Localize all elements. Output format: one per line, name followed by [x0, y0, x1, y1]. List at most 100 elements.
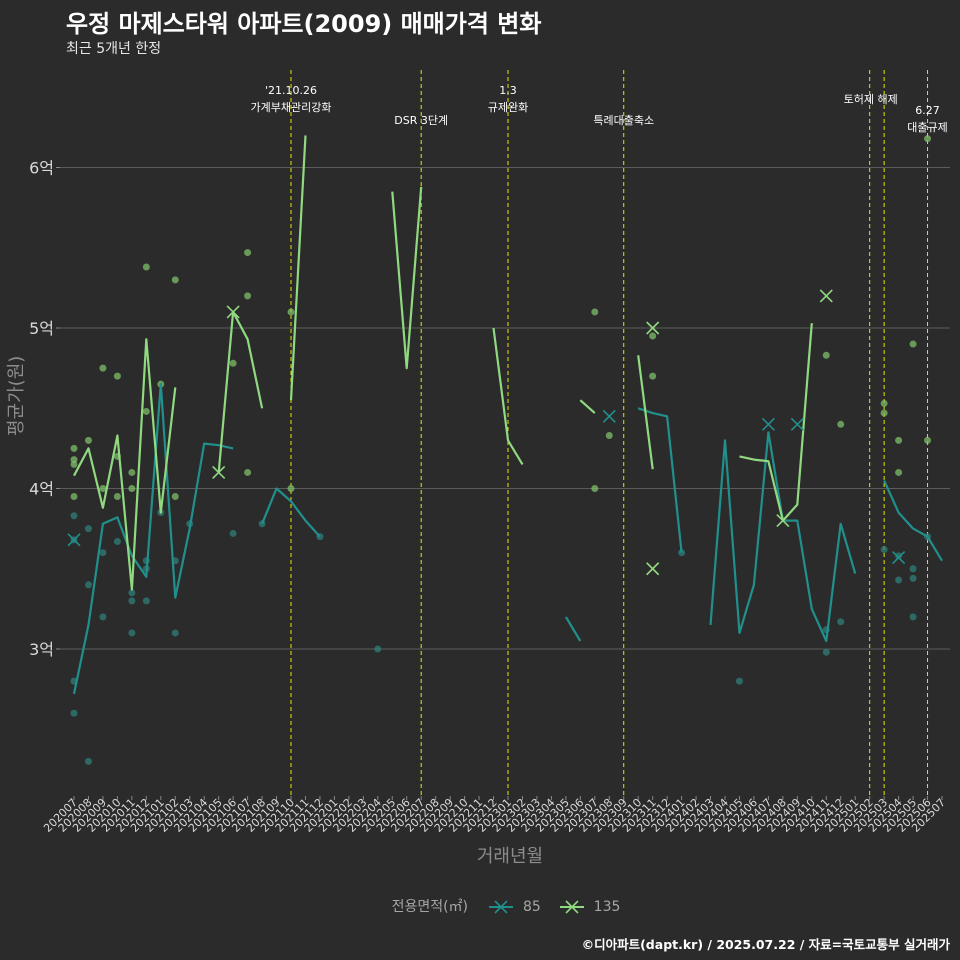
cross-marker: [790, 417, 804, 431]
cross-stroke: [67, 533, 81, 547]
legend-label-135: 135: [593, 899, 621, 915]
series-line-85: [709, 431, 857, 643]
event-lines: [290, 70, 929, 796]
data-point: [113, 493, 121, 501]
data-point: [128, 468, 136, 476]
y-axis-label: 평균가(원): [6, 355, 27, 436]
data-point: [142, 407, 150, 415]
data-point: [244, 468, 252, 476]
data-point: [895, 552, 903, 560]
chart-title: 우정 마제스타워 아파트(2009) 매매가격 변화: [66, 10, 542, 38]
cross-stroke: [602, 409, 616, 423]
data-point: [84, 436, 92, 444]
cross-marker: [646, 321, 660, 335]
data-point: [171, 629, 179, 637]
data-point: [822, 351, 830, 359]
series-line-85: [564, 616, 582, 642]
event-label: DSR 3단계: [394, 114, 448, 127]
data-point: [142, 597, 150, 605]
event-label: 토허제 해제: [844, 92, 898, 106]
y-tick-label: 4억: [29, 480, 54, 499]
cross-stroke: [819, 289, 833, 303]
cross-marker: [226, 305, 240, 319]
data-point: [113, 372, 121, 380]
chart-subtitle: 최근 5개년 한정: [66, 41, 162, 57]
y-tick-label: 6억: [29, 159, 54, 178]
data-point: [287, 308, 295, 316]
data-point: [880, 399, 888, 407]
event-label: 규제완화: [488, 101, 528, 114]
data-point: [128, 485, 136, 492]
cross-stroke: [646, 321, 660, 335]
x-axis-ticks: 2020072020082020092020102020112020122021…: [41, 796, 948, 835]
data-point: [99, 485, 107, 492]
data-point: [909, 574, 917, 582]
data-point: [70, 709, 78, 717]
data-point: [880, 545, 888, 553]
data-point: [924, 436, 932, 444]
data-point: [128, 597, 136, 605]
legend-item-85: 85: [488, 899, 548, 915]
cross-marker: [776, 514, 790, 528]
event-label: '21.10.26: [265, 84, 317, 97]
event-label: 가계부채관리강화: [251, 101, 332, 114]
cross-stroke: [212, 465, 226, 480]
cross-stroke: [226, 305, 240, 319]
series-line-135: [289, 135, 307, 401]
data-point: [837, 420, 845, 428]
cross-marker: [67, 533, 81, 547]
data-point: [70, 444, 78, 452]
event-label: 6.27: [915, 104, 940, 117]
y-tick-label: 5억: [29, 319, 54, 338]
legend-key-85: [489, 900, 514, 914]
legend-key-135: [560, 900, 585, 914]
cross-markers: [67, 289, 906, 576]
source-caption: ©디아파트(dapt.kr) / 2025.07.22 / 자료=국토교통부 실…: [581, 937, 950, 952]
y-tick-label: 3억: [29, 640, 54, 659]
cross-marker: [761, 417, 775, 431]
data-point: [837, 618, 845, 626]
data-point: [591, 308, 599, 316]
grid-lines: [60, 167, 950, 650]
data-point: [84, 757, 92, 765]
data-point: [895, 468, 903, 476]
data-point: [142, 263, 150, 271]
data-point: [128, 589, 136, 597]
series-line-135: [492, 327, 524, 465]
data-point: [880, 409, 888, 417]
cross-stroke: [776, 514, 790, 528]
cross-stroke: [892, 550, 906, 565]
x-axis-label: 거래년월: [476, 846, 544, 867]
data-point: [70, 456, 78, 464]
event-label: 1.3: [499, 84, 517, 97]
data-point: [649, 372, 657, 380]
data-point: [244, 292, 252, 300]
series-lines: [72, 135, 943, 695]
data-point: [895, 576, 903, 584]
data-point: [895, 436, 903, 444]
cross-marker: [892, 550, 906, 565]
series-line-135: [73, 338, 177, 591]
series-line-135: [579, 399, 596, 414]
data-point: [99, 613, 107, 621]
data-point: [229, 359, 237, 367]
data-point: [287, 485, 295, 492]
data-point: [128, 629, 136, 637]
legend-label-85: 85: [522, 899, 541, 915]
data-point: [909, 340, 917, 348]
data-point: [605, 432, 613, 440]
data-point: [649, 332, 657, 340]
cross-marker: [212, 465, 226, 480]
data-point: [374, 645, 382, 653]
data-point: [99, 549, 107, 557]
event-label: 특례대출축소: [593, 114, 654, 127]
cross-stroke: [646, 562, 660, 576]
cross-marker: [819, 289, 833, 303]
series-line-85: [72, 383, 234, 695]
data-point: [84, 581, 92, 589]
cross-marker: [602, 409, 616, 423]
data-point: [84, 525, 92, 533]
data-point: [171, 276, 179, 284]
event-label: 대출규제: [907, 121, 947, 134]
